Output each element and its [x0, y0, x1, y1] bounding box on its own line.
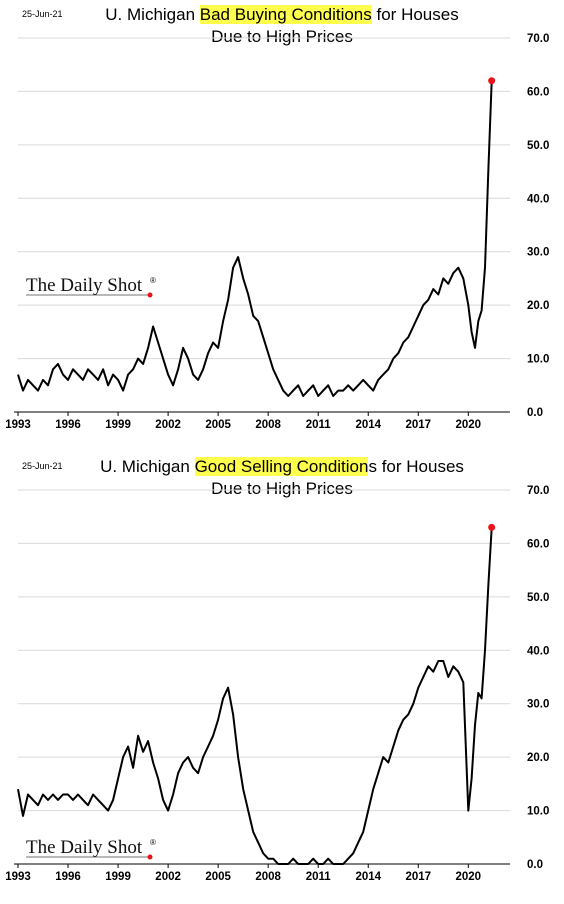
x-tick-label: 2008	[255, 871, 281, 883]
title-line-2: Due to High Prices	[211, 479, 353, 498]
y-tick-label: 60.0	[527, 538, 549, 550]
x-tick-label: 2002	[155, 871, 181, 883]
title-text: U. Michigan	[100, 457, 195, 476]
x-tick-label: 2017	[405, 871, 431, 883]
brand-dot	[147, 854, 153, 860]
x-tick-label: 1999	[105, 419, 131, 431]
brand-logo: The Daily Shot ®	[26, 837, 156, 860]
x-tick-label: 2005	[205, 871, 231, 883]
title-highlight: Bad Buying Conditions	[199, 5, 372, 24]
series-line	[17, 80, 493, 397]
x-tick-label: 1999	[105, 871, 131, 883]
y-tick-label: 10.0	[527, 354, 549, 366]
x-tick-label: 1993	[5, 871, 31, 883]
x-tick-label: 1993	[5, 419, 31, 431]
line-chart: 0.0 10.0 20.0 30.0 40.0 50.0 60.0 70.0 1993 1996 1…	[5, 485, 549, 883]
brand-text: The Daily Shot	[26, 837, 143, 858]
chart-title: U. Michigan Bad Buying Conditions for Ho…	[0, 4, 564, 48]
y-tick-label: 20.0	[527, 752, 549, 764]
y-tick-label: 30.0	[527, 247, 549, 259]
brand-text: The Daily Shot	[26, 275, 143, 296]
x-tick-label: 2014	[355, 871, 381, 883]
chart-panel-1: 25-Jun-21 U. Michigan Bad Buying Conditi…	[0, 4, 564, 431]
x-tick-label: 2020	[456, 419, 482, 431]
line-chart: 0.0 10.0 20.0 30.0 40.0 50.0 60.0 70.0 1993 1996 1…	[5, 33, 549, 431]
brand-dot	[147, 292, 153, 298]
y-tick-label: 30.0	[527, 699, 549, 711]
y-tick-label: 60.0	[527, 86, 549, 98]
y-tick-label: 10.0	[527, 806, 549, 818]
x-tick-label: 2008	[255, 419, 281, 431]
y-tick-label: 50.0	[527, 592, 549, 604]
brand-mark: ®	[150, 838, 156, 847]
y-tick-label: 0.0	[527, 407, 543, 419]
y-tick-label: 20.0	[527, 300, 549, 312]
y-tick-label: 70.0	[527, 485, 549, 497]
x-tick-label: 2011	[306, 871, 332, 883]
x-tick-label: 2005	[205, 419, 231, 431]
y-tick-label: 40.0	[527, 193, 549, 205]
x-tick-label: 2002	[155, 419, 181, 431]
chart-title: U. Michigan Good Selling Conditions for …	[0, 456, 564, 500]
chart-panel-2: 25-Jun-21 U. Michigan Good Selling Condi…	[0, 452, 564, 904]
x-tick-label: 1996	[55, 871, 81, 883]
brand-mark: ®	[150, 276, 156, 285]
title-highlight: Good Selling Condition	[194, 457, 369, 476]
x-tick-label: 2011	[306, 419, 332, 431]
title-text: U. Michigan	[105, 5, 200, 24]
x-tick-label: 2017	[405, 419, 431, 431]
chart-date: 25-Jun-21	[22, 9, 63, 19]
series-line	[17, 527, 493, 865]
last-point-marker	[488, 77, 496, 85]
last-point-marker	[488, 523, 496, 531]
y-tick-label: 0.0	[527, 859, 543, 871]
title-line-2: Due to High Prices	[211, 27, 353, 46]
y-tick-label: 40.0	[527, 645, 549, 657]
title-text-end: for Houses	[371, 5, 459, 24]
x-tick-label: 2020	[456, 871, 482, 883]
x-tick-label: 2014	[355, 419, 381, 431]
y-tick-label: 50.0	[527, 140, 549, 152]
brand-logo: The Daily Shot ®	[26, 275, 156, 298]
y-tick-label: 70.0	[527, 33, 549, 45]
x-tick-label: 1996	[55, 419, 81, 431]
title-text-end: s for Houses	[368, 457, 464, 476]
chart-date: 25-Jun-21	[22, 461, 63, 471]
